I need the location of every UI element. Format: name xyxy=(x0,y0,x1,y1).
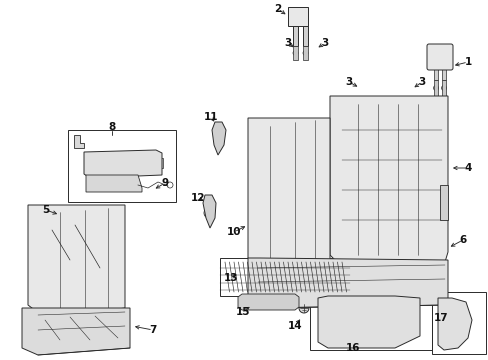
Text: 2: 2 xyxy=(274,4,281,14)
Polygon shape xyxy=(86,175,142,192)
Text: 3: 3 xyxy=(418,77,425,87)
Text: 10: 10 xyxy=(226,227,241,237)
Polygon shape xyxy=(292,46,297,60)
Polygon shape xyxy=(303,26,307,46)
Polygon shape xyxy=(437,298,471,350)
Text: 11: 11 xyxy=(203,112,218,122)
Text: 6: 6 xyxy=(458,235,466,245)
Polygon shape xyxy=(292,26,297,46)
Text: 8: 8 xyxy=(108,122,115,132)
Polygon shape xyxy=(155,158,163,168)
Text: 4: 4 xyxy=(464,163,471,173)
Text: 1: 1 xyxy=(464,57,470,67)
Polygon shape xyxy=(441,68,445,80)
Bar xyxy=(68,130,176,202)
Text: 7: 7 xyxy=(149,325,156,335)
Bar xyxy=(309,292,431,350)
Polygon shape xyxy=(84,150,162,178)
Text: 3: 3 xyxy=(345,77,352,87)
Polygon shape xyxy=(317,296,419,348)
Polygon shape xyxy=(28,205,125,318)
Polygon shape xyxy=(433,80,437,96)
Text: 3: 3 xyxy=(321,38,328,48)
Polygon shape xyxy=(287,7,307,26)
Bar xyxy=(391,316,403,324)
Bar xyxy=(381,300,393,308)
Polygon shape xyxy=(247,258,447,308)
Text: 17: 17 xyxy=(433,313,447,323)
Polygon shape xyxy=(433,68,437,80)
Polygon shape xyxy=(22,308,130,355)
Polygon shape xyxy=(303,46,307,60)
Text: 12: 12 xyxy=(190,193,205,203)
Text: 9: 9 xyxy=(161,178,168,188)
Text: 3: 3 xyxy=(284,38,291,48)
Bar xyxy=(220,258,349,296)
Text: 5: 5 xyxy=(42,205,49,215)
Polygon shape xyxy=(439,185,447,220)
Text: 13: 13 xyxy=(224,273,238,283)
Polygon shape xyxy=(74,135,84,148)
Polygon shape xyxy=(247,118,329,268)
FancyBboxPatch shape xyxy=(426,44,452,70)
Polygon shape xyxy=(238,294,298,310)
Bar xyxy=(317,300,327,308)
Polygon shape xyxy=(212,122,225,155)
Circle shape xyxy=(298,303,308,313)
Polygon shape xyxy=(441,80,445,96)
Text: 16: 16 xyxy=(345,343,360,353)
Polygon shape xyxy=(329,96,447,265)
Text: 15: 15 xyxy=(235,307,250,317)
Text: 14: 14 xyxy=(287,321,302,331)
Polygon shape xyxy=(203,195,216,228)
Bar xyxy=(431,292,485,354)
